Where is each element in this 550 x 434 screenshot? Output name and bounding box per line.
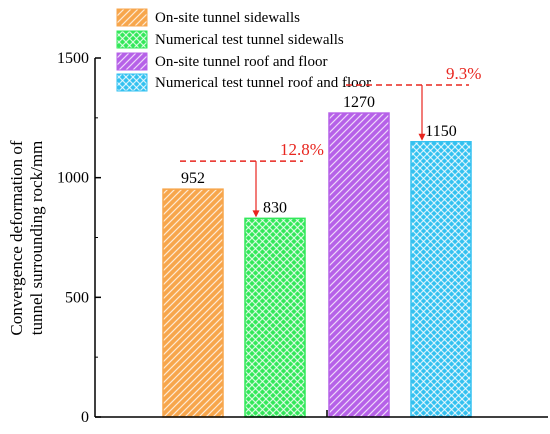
legend-swatch-numerical-sidewalls xyxy=(116,30,148,49)
y-tick-label: 1000 xyxy=(57,170,89,187)
bar-numerical-roof-floor-value-label: 1150 xyxy=(425,123,456,140)
y-axis-label-line1: Convergence deformation of xyxy=(7,140,26,335)
annotation-percent-label-2: 9.3% xyxy=(446,64,481,83)
legend-label-onsite-sidewalls: On-site tunnel sidewalls xyxy=(155,10,300,26)
annotation-arrowhead-2 xyxy=(418,133,426,141)
legend-label-numerical-roof-floor: Numerical test tunnel roof and floor xyxy=(155,75,371,91)
bars: 952 830 1270 1150 xyxy=(162,94,472,418)
legend-swatch-onsite-sidewalls xyxy=(116,8,148,27)
y-tick-label: 1500 xyxy=(57,50,89,67)
bar-numerical-roof-floor xyxy=(410,141,472,418)
bar-onsite-roof-floor-value-label: 1270 xyxy=(343,94,375,111)
bar-onsite-roof-floor xyxy=(328,112,390,418)
legend-item-numerical-roof-floor: Numerical test tunnel roof and floor xyxy=(116,73,371,92)
legend-item-onsite-sidewalls: On-site tunnel sidewalls xyxy=(116,8,300,27)
bar-numerical-sidewalls-value-label: 830 xyxy=(263,199,287,216)
y-axis-label-line2: tunnel surrounding rock/mm xyxy=(27,141,46,336)
bar-onsite-sidewalls xyxy=(162,188,224,418)
legend: On-site tunnel sidewalls Numerical test … xyxy=(116,8,371,92)
annotation-arrowhead-1 xyxy=(252,210,260,218)
legend-item-onsite-roof-floor: On-site tunnel roof and floor xyxy=(116,52,327,71)
bar-onsite-sidewalls-value-label: 952 xyxy=(181,170,205,187)
axes: 0 500 1000 1500 xyxy=(57,50,548,426)
legend-item-numerical-sidewalls: Numerical test tunnel sidewalls xyxy=(116,30,344,49)
annotations: 12.8% 9.3% xyxy=(180,64,481,218)
legend-swatch-onsite-roof-floor xyxy=(116,52,148,71)
annotation-percent-label-1: 12.8% xyxy=(280,140,324,159)
y-tick-label: 0 xyxy=(81,409,89,426)
bar-numerical-sidewalls xyxy=(244,217,306,418)
y-tick-label: 500 xyxy=(65,289,89,306)
legend-swatch-numerical-roof-floor xyxy=(116,73,148,92)
legend-label-numerical-sidewalls: Numerical test tunnel sidewalls xyxy=(155,32,344,48)
legend-label-onsite-roof-floor: On-site tunnel roof and floor xyxy=(155,54,327,70)
